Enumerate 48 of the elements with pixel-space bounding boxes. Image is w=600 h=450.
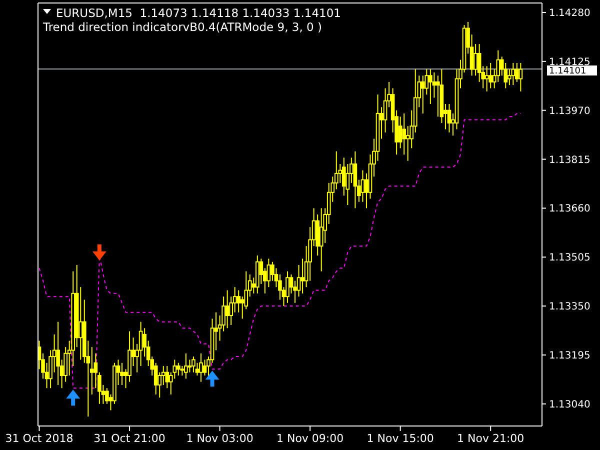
candlestick bbox=[199, 352, 203, 382]
candlestick bbox=[406, 126, 410, 162]
y-tick-label: 1.13040 bbox=[549, 399, 590, 410]
candlestick bbox=[176, 362, 180, 376]
x-tick-label: 1 Nov 15:00 bbox=[366, 432, 434, 445]
y-tick-label: 1.13195 bbox=[549, 350, 590, 362]
y-tick-label: 1.13505 bbox=[549, 252, 590, 264]
candlestick bbox=[515, 62, 519, 82]
text: Trend direction indicatorvB0.4(ATRMode 9, 3, 0 ) bbox=[42, 20, 322, 34]
x-tick-label: 31 Oct 21:00 bbox=[94, 432, 166, 445]
y-tick-label: 1.13350 bbox=[549, 302, 590, 313]
line-series bbox=[38, 112, 522, 389]
candlestick bbox=[180, 366, 184, 376]
point bbox=[92, 244, 106, 260]
candlestick bbox=[484, 66, 489, 92]
x-tick-label: 31 Oct 2018 bbox=[5, 432, 74, 445]
candlestick bbox=[360, 170, 365, 202]
candlestick bbox=[353, 150, 358, 209]
candlestick bbox=[188, 359, 192, 373]
candlestick bbox=[78, 286, 83, 360]
candlestick bbox=[120, 362, 124, 386]
y-tick-label: 1.14125 bbox=[549, 56, 590, 68]
candlestick bbox=[420, 75, 425, 114]
candlestick bbox=[488, 62, 493, 89]
candlestick bbox=[225, 290, 230, 329]
candlestick bbox=[474, 44, 478, 76]
x-tick-label: 1 Nov 03:00 bbox=[186, 432, 254, 445]
candlestick bbox=[447, 104, 452, 133]
candlestick bbox=[192, 356, 196, 373]
x-tick-label: 1 Nov 09:00 bbox=[276, 432, 344, 445]
ref-line-label: 1.14101 bbox=[549, 66, 586, 77]
candlestick bbox=[518, 62, 523, 92]
candlestick bbox=[56, 321, 60, 386]
point bbox=[66, 390, 80, 406]
candlestick bbox=[286, 270, 290, 304]
y-tick-label: 1.13815 bbox=[549, 154, 590, 166]
candlestick bbox=[202, 359, 207, 376]
candlestick bbox=[300, 258, 304, 294]
candlestick bbox=[511, 62, 516, 86]
y-tick-label: 1.14280 bbox=[549, 8, 590, 19]
y-tick-label: 1.13660 bbox=[549, 204, 590, 215]
x-tick-label: 1 Nov 21:00 bbox=[457, 432, 524, 445]
candlestick bbox=[184, 352, 188, 380]
y-tick-label: 1.13970 bbox=[549, 106, 590, 117]
point bbox=[205, 370, 220, 387]
candlestick bbox=[428, 68, 432, 105]
candlestick bbox=[319, 208, 324, 272]
chart-title: EURUSD,M15 1.14073 1.14118 1.14033 1.14101 bbox=[56, 6, 341, 20]
